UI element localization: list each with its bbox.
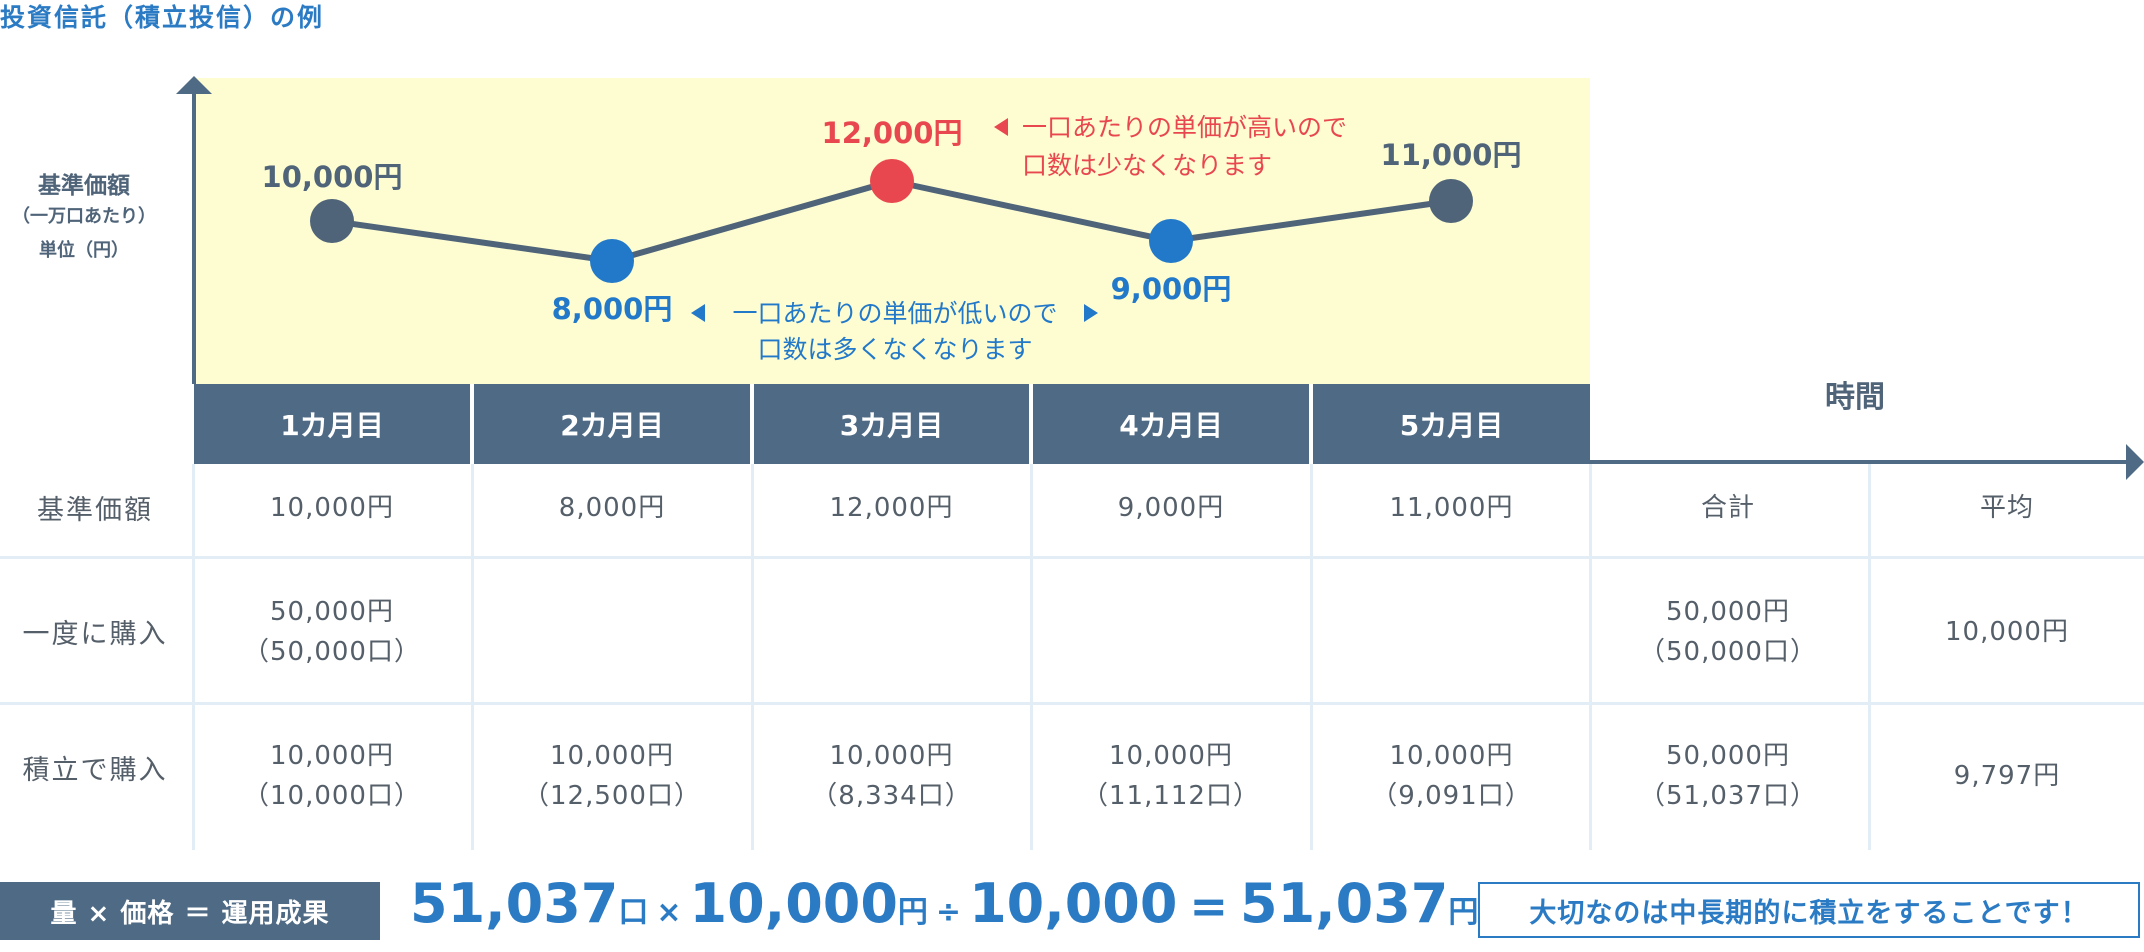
formula-badge: 量 × 価格 ＝ 運用成果: [0, 882, 380, 940]
y-axis-arrow: [176, 76, 212, 94]
y-axis-label-line1: 基準価額: [38, 173, 130, 199]
cell-amount: 50,000円: [1666, 597, 1790, 627]
formula-result-value: 51,037: [1240, 872, 1449, 935]
cell-amount: 10,000円: [1389, 741, 1514, 771]
line-chart: 10,000円 8,000円 12,000円 9,000円 11,000円 一口あたりの…: [176, 76, 2144, 480]
row-label-lump-sum: 一度に購入: [22, 619, 168, 650]
table-cell: 10,000円 （8,334口）: [754, 736, 1029, 816]
table-grid-line: [0, 556, 2144, 559]
y-axis-label-line3: 単位（円）: [39, 240, 129, 261]
month-header-4: 4カ月目: [1033, 384, 1309, 464]
table-cell: 11,000円: [1389, 493, 1514, 523]
cell-units: （11,112口）: [1082, 781, 1260, 811]
table-cell: 10,000円 （9,091口）: [1313, 736, 1590, 816]
table-cell: 9,000円: [1117, 493, 1225, 523]
table-grid-line: [1030, 464, 1033, 850]
month-header-3: 3カ月目: [754, 384, 1029, 464]
table-cell: 10,000円: [270, 493, 394, 523]
formula-divisor: 10,000: [969, 872, 1178, 935]
cell-amount: 50,000円: [1666, 741, 1790, 771]
low-annotation-left-arrow-icon: [691, 304, 705, 322]
table-cell: 50,000円 （50,000口）: [194, 592, 470, 672]
table-cell: 10,000円 （10,000口）: [194, 736, 470, 816]
y-axis-label-line2: （一万口あたり）: [12, 206, 156, 227]
formula-result-unit: 円: [1448, 895, 1479, 930]
data-point-label: 11,000円: [1381, 138, 1522, 172]
cell-units: （50,000口）: [1639, 637, 1817, 667]
table-grid-line: [192, 464, 195, 850]
high-annotation-line2: 口数は少なくなります: [1022, 151, 1272, 180]
summary-header-total: 合計: [1700, 493, 1755, 523]
formula-units-unit: 口: [618, 895, 649, 930]
formula: 51,037口 × 10,000円 ÷ 10,000 = 51,037円: [410, 872, 1478, 952]
table-grid-line: [0, 702, 2144, 705]
table-cell: 10,000円 （12,500口）: [474, 736, 750, 816]
table-grid-line: [751, 464, 754, 850]
data-point: [310, 199, 354, 243]
cell-amount: 10,000円: [270, 741, 394, 771]
key-message: 大切なのは中長期的に積立をすることです！: [1478, 882, 2140, 938]
high-annotation-arrow-icon: [994, 118, 1008, 136]
cell-amount: 10,000円: [829, 741, 954, 771]
table-cell: 8,000円: [558, 493, 666, 523]
data-point-label: 12,000円: [822, 116, 963, 150]
cell-amount: 50,000円: [270, 597, 394, 627]
formula-price-value: 10,000: [689, 872, 898, 935]
formula-price-unit: 円: [897, 895, 928, 930]
row-label-installment: 積立で購入: [22, 755, 168, 786]
low-annotation-line1: 一口あたりの単価が低いので: [732, 299, 1057, 328]
data-point: [1149, 219, 1193, 263]
formula-divide: ÷: [935, 895, 962, 930]
summary-header-average: 平均: [1979, 493, 2034, 523]
formula-times: ×: [656, 895, 682, 930]
series-layer: 10,000円 8,000円 12,000円 9,000円 11,000円: [262, 116, 1522, 326]
cell-units: （10,000口）: [243, 781, 421, 811]
table-grid-line: [471, 464, 474, 850]
x-axis-label: 時間: [1825, 380, 1885, 415]
high-annotation-line1: 一口あたりの単価が高いので: [1022, 113, 1347, 142]
formula-equals: =: [1189, 879, 1228, 933]
cell-units: （50,000口）: [243, 637, 421, 667]
chart-highlight-area: [196, 78, 1590, 384]
data-point: [870, 159, 914, 203]
month-header-5: 5カ月目: [1313, 384, 1590, 464]
table-grid-line: [1868, 464, 1871, 850]
cell-amount: 10,000円: [1109, 741, 1233, 771]
table-cell-average: 10,000円: [1945, 617, 2069, 647]
cell-units: （9,091口）: [1371, 781, 1532, 811]
data-point: [590, 239, 634, 283]
cell-units: （12,500口）: [523, 781, 701, 811]
formula-units-value: 51,037: [410, 872, 619, 935]
page-title: 投資信託（積立投信）の例: [0, 3, 325, 32]
table-cell: 10,000円 （11,112口）: [1033, 736, 1309, 816]
table-cell-average: 9,797円: [1953, 761, 2061, 791]
row-label-nav: 基準価額: [37, 495, 153, 526]
month-header-1: 1カ月目: [194, 384, 470, 464]
table-cell-total: 50,000円 （50,000口）: [1590, 592, 1866, 672]
data-point-label: 8,000円: [552, 292, 673, 326]
table-cell-total: 50,000円 （51,037口）: [1590, 736, 1866, 816]
month-header-2: 2カ月目: [474, 384, 750, 464]
cell-amount: 10,000円: [550, 741, 674, 771]
data-point-label: 10,000円: [262, 160, 403, 194]
x-axis-arrow: [2126, 444, 2144, 480]
data-point-label: 9,000円: [1111, 272, 1232, 306]
cell-units: （51,037口）: [1639, 781, 1817, 811]
table-grid-line: [1589, 464, 1592, 850]
table-cell: 12,000円: [829, 493, 954, 523]
data-point: [1429, 179, 1473, 223]
low-annotation-right-arrow-icon: [1084, 304, 1098, 322]
low-annotation-line2: 口数は多くなくなります: [757, 335, 1032, 364]
table-grid-line: [1310, 464, 1313, 850]
cell-units: （8,334口）: [811, 781, 972, 811]
